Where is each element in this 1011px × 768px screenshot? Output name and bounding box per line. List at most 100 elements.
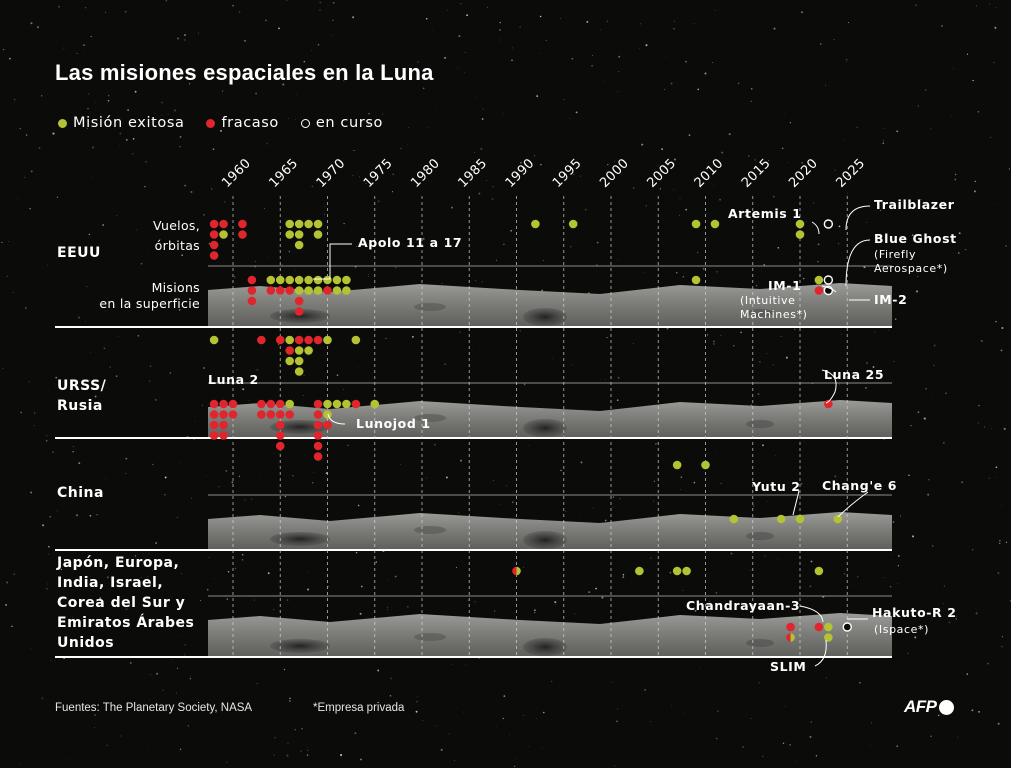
mission-dot-failure (275, 431, 285, 440)
mission-dot-failure (219, 420, 228, 430)
mission-dot-success (313, 275, 323, 285)
moon-surface-strip (208, 400, 892, 438)
mission-dot-success (795, 230, 805, 239)
mission-dot-success (285, 219, 295, 229)
mission-dot-failure (209, 251, 219, 260)
mission-dot-failure (313, 431, 323, 440)
mission-dot-success (294, 219, 304, 229)
mission-dot-success (313, 286, 323, 295)
mission-dot-failure (219, 219, 228, 229)
year-tick-label: 1985 (455, 156, 490, 191)
mission-dot-failure (313, 399, 323, 409)
row-label: en la superficie (99, 296, 200, 311)
year-tick-label: 1970 (314, 156, 349, 191)
mission-dot-failure (238, 219, 247, 229)
legend-item-success: Misión exitosa (58, 115, 184, 131)
annotation-label: (Intuitive (740, 294, 796, 307)
mission-dot-success (304, 275, 313, 285)
mission-dot-failure (219, 410, 228, 419)
crater-icon (523, 308, 567, 326)
mission-dot-mixed (512, 566, 521, 576)
group-label: Emiratos Árabes (57, 614, 194, 631)
group-label: Japón, Europa, (56, 555, 179, 571)
mission-dot-success (824, 633, 833, 642)
mission-dot-failure (266, 410, 276, 419)
mission-dot-ongoing (823, 275, 834, 285)
private-company-note: *Empresa privada (313, 702, 405, 714)
crater-icon (270, 532, 330, 546)
mission-dot-failure (285, 346, 295, 355)
crater-icon (414, 526, 446, 534)
year-tick-label: 1980 (408, 156, 443, 191)
annotation-leader-line (313, 243, 352, 280)
crater-icon (523, 531, 567, 549)
annotation-label: IM-2 (874, 292, 907, 307)
mission-dot-failure (209, 410, 219, 419)
mission-dot-success (323, 335, 332, 345)
mission-dot-failure (219, 399, 228, 409)
mission-dot-success (814, 566, 824, 576)
mission-dot-success (370, 399, 380, 409)
legend: Misión exitosa fracaso en curso (58, 114, 405, 132)
row-label: Misions (152, 280, 200, 295)
mission-dot-success (285, 356, 295, 366)
crater-icon (523, 419, 567, 437)
mission-dot-failure (228, 410, 238, 419)
annotation-label: Apolo 11 a 17 (358, 235, 462, 250)
mission-dot-failure (266, 399, 276, 409)
crater-icon (746, 532, 774, 540)
mission-dot-success (824, 622, 833, 632)
mission-dot-success (795, 514, 805, 524)
crater-icon (523, 638, 567, 656)
mission-dot-failure (209, 399, 219, 409)
mission-dot-success (294, 230, 304, 239)
mission-dot-half-success (516, 566, 521, 576)
crater-icon (414, 303, 446, 311)
mission-dot-success (691, 219, 701, 229)
annotation-leader-line (837, 491, 869, 518)
mission-dot-failure (313, 410, 323, 419)
mission-dot-failure (814, 286, 824, 295)
mission-dot-success (635, 566, 644, 576)
annotation-leader-line (327, 413, 346, 425)
legend-item-ongoing: en curso (300, 115, 383, 131)
year-tick-label: 2010 (692, 156, 727, 191)
mission-dot-failure (323, 420, 332, 430)
annotation-label: Artemis 1 (728, 206, 802, 221)
afp-logo: AFP (904, 697, 954, 717)
annotation-leader-line (845, 205, 871, 231)
mission-dot-failure (275, 286, 285, 295)
mission-dot-failure (285, 410, 295, 419)
mission-dot-failure (275, 441, 285, 451)
mission-dot-success (285, 335, 295, 345)
crater-icon (414, 633, 446, 641)
annotation-label: (Firefly (874, 248, 916, 261)
success-dot-icon (58, 118, 67, 128)
mission-dot-failure (228, 399, 238, 409)
mission-dot-success (729, 514, 739, 524)
mission-dot-failure (257, 399, 266, 409)
annotation-leader-line (821, 285, 837, 293)
mission-dot-failure (294, 335, 304, 345)
annotation-label: Luna 2 (208, 372, 259, 387)
legend-label-success: Misión exitosa (73, 115, 185, 131)
mission-dot-failure (209, 420, 219, 430)
annotation-leader-line (814, 639, 827, 667)
mission-dot-success (701, 460, 710, 470)
mission-dot-failure (294, 296, 304, 306)
mission-dot-success (795, 219, 805, 229)
mission-dot-failure (275, 335, 285, 345)
mission-dot-failure (209, 219, 219, 229)
mission-dot-success (219, 230, 228, 239)
annotation-leader-line (792, 490, 800, 516)
mission-dot-success (323, 410, 332, 419)
mission-dot-failure (238, 230, 247, 239)
row-label: Vuelos, (153, 218, 200, 233)
year-tick-label: 2015 (739, 156, 774, 191)
mission-dot-failure (323, 286, 332, 295)
mission-dot-success (332, 399, 342, 409)
annotation-label: IM-1 (768, 278, 801, 293)
group-label: EEUU (57, 245, 101, 261)
mission-dot-success (294, 356, 304, 366)
mission-dot-failure (209, 230, 219, 239)
